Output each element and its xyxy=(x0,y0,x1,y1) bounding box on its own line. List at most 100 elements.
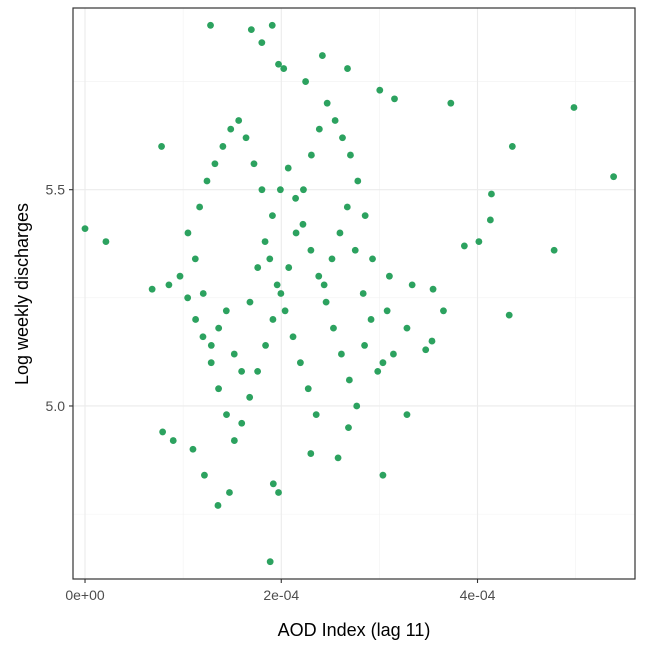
data-point xyxy=(207,359,215,367)
data-point xyxy=(550,246,558,254)
x-tick-label: 2e-04 xyxy=(263,587,299,603)
data-point xyxy=(254,367,262,375)
data-point xyxy=(258,186,266,194)
data-point xyxy=(158,143,165,150)
data-point xyxy=(351,246,359,254)
data-point xyxy=(266,558,274,566)
data-point xyxy=(184,294,192,302)
data-point xyxy=(322,298,330,306)
data-point xyxy=(246,393,254,401)
data-point xyxy=(379,359,387,367)
data-point xyxy=(299,220,307,228)
y-axis-title: Log weekly discharges xyxy=(12,203,32,385)
data-point xyxy=(284,164,292,172)
data-point xyxy=(261,238,269,245)
data-point xyxy=(385,272,393,280)
data-point xyxy=(330,324,337,332)
data-point xyxy=(227,125,235,133)
data-point xyxy=(505,311,513,319)
data-point xyxy=(211,160,219,168)
data-point xyxy=(277,290,285,297)
data-point xyxy=(345,424,352,431)
data-point xyxy=(312,411,320,419)
data-point xyxy=(383,307,391,315)
data-point xyxy=(345,376,353,384)
y-axis: 5.0 5.5 xyxy=(46,182,73,414)
data-point xyxy=(191,255,199,263)
data-point xyxy=(315,125,323,133)
data-point xyxy=(391,95,398,103)
data-point xyxy=(367,316,375,323)
data-point xyxy=(334,454,342,462)
data-point xyxy=(354,177,362,185)
data-point xyxy=(281,307,289,315)
data-point xyxy=(292,194,299,202)
data-point xyxy=(102,238,110,245)
data-point xyxy=(258,39,266,47)
data-point xyxy=(280,65,288,72)
data-point xyxy=(307,246,315,254)
data-point xyxy=(347,151,354,159)
data-point xyxy=(353,402,361,410)
data-point xyxy=(486,216,494,224)
data-point xyxy=(428,337,436,345)
data-point xyxy=(207,21,214,29)
data-point xyxy=(361,342,368,349)
data-point xyxy=(285,264,293,271)
data-point xyxy=(199,333,207,341)
data-point xyxy=(307,450,315,457)
data-point xyxy=(242,134,250,142)
data-point xyxy=(361,212,369,220)
x-tick-label: 0e+00 xyxy=(65,587,105,603)
data-point xyxy=(338,350,345,358)
data-point xyxy=(339,134,346,142)
data-point xyxy=(488,190,495,198)
data-point xyxy=(199,290,207,297)
data-point xyxy=(203,177,211,185)
data-point xyxy=(189,445,197,453)
data-point xyxy=(289,333,297,341)
data-point xyxy=(323,99,331,107)
data-point xyxy=(307,151,315,159)
data-point xyxy=(273,281,281,289)
data-point xyxy=(374,367,382,375)
data-point xyxy=(254,264,262,271)
data-point xyxy=(390,350,397,358)
data-point xyxy=(169,437,177,444)
data-point xyxy=(460,242,468,250)
data-point xyxy=(275,60,282,68)
data-point xyxy=(610,173,618,181)
data-point xyxy=(429,285,437,293)
data-point xyxy=(475,238,483,245)
data-point xyxy=(292,229,300,237)
data-point xyxy=(376,86,384,94)
data-point xyxy=(336,229,344,237)
x-axis: 0e+00 2e-04 4e-04 xyxy=(65,579,496,603)
points-layer xyxy=(81,21,618,566)
data-point xyxy=(219,143,227,150)
data-point xyxy=(215,385,222,393)
data-point xyxy=(230,437,238,444)
data-point xyxy=(269,480,277,488)
data-point xyxy=(165,281,173,289)
data-point xyxy=(269,316,277,323)
data-point xyxy=(300,186,307,194)
data-point xyxy=(238,419,246,427)
data-point xyxy=(176,272,184,280)
data-point xyxy=(223,411,230,419)
data-point xyxy=(315,272,323,280)
panel-background xyxy=(73,8,635,579)
data-point xyxy=(369,255,376,263)
data-point xyxy=(304,385,312,393)
data-point xyxy=(331,117,339,124)
data-point xyxy=(266,255,274,263)
data-point xyxy=(379,471,387,479)
data-point xyxy=(275,489,282,496)
data-point xyxy=(297,359,304,367)
y-tick-label: 5.5 xyxy=(46,182,66,198)
data-point xyxy=(184,229,192,237)
data-point xyxy=(196,203,204,211)
x-tick-label: 4e-04 xyxy=(460,587,496,603)
data-point xyxy=(570,104,578,111)
data-point xyxy=(403,411,411,419)
